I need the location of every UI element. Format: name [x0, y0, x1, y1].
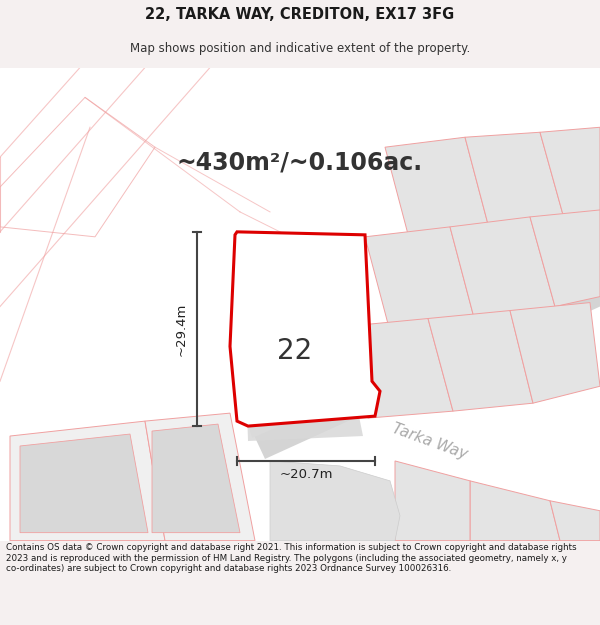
Polygon shape — [10, 421, 165, 541]
Text: ~430m²/~0.106ac.: ~430m²/~0.106ac. — [177, 150, 423, 174]
Polygon shape — [510, 302, 600, 403]
Text: Tarka Way: Tarka Way — [390, 421, 470, 462]
Text: Map shows position and indicative extent of the property.: Map shows position and indicative extent… — [130, 42, 470, 55]
Text: Contains OS data © Crown copyright and database right 2021. This information is : Contains OS data © Crown copyright and d… — [6, 543, 577, 573]
Polygon shape — [385, 138, 490, 242]
Polygon shape — [540, 127, 600, 222]
Polygon shape — [230, 232, 380, 426]
Polygon shape — [428, 311, 533, 411]
Polygon shape — [450, 217, 555, 321]
Text: ~20.7m: ~20.7m — [279, 468, 333, 481]
Polygon shape — [245, 346, 365, 441]
Polygon shape — [20, 434, 148, 532]
Polygon shape — [395, 461, 470, 541]
Polygon shape — [550, 501, 600, 541]
Polygon shape — [245, 262, 600, 459]
Text: 22, TARKA WAY, CREDITON, EX17 3FG: 22, TARKA WAY, CREDITON, EX17 3FG — [145, 8, 455, 22]
Text: ~29.4m: ~29.4m — [175, 302, 187, 356]
Polygon shape — [270, 461, 400, 541]
Polygon shape — [345, 319, 453, 418]
Text: 22: 22 — [277, 338, 313, 366]
Polygon shape — [145, 413, 255, 541]
Polygon shape — [152, 424, 240, 532]
Polygon shape — [465, 132, 565, 232]
Polygon shape — [470, 481, 560, 541]
Polygon shape — [530, 210, 600, 306]
Polygon shape — [365, 227, 475, 331]
Polygon shape — [248, 272, 600, 438]
